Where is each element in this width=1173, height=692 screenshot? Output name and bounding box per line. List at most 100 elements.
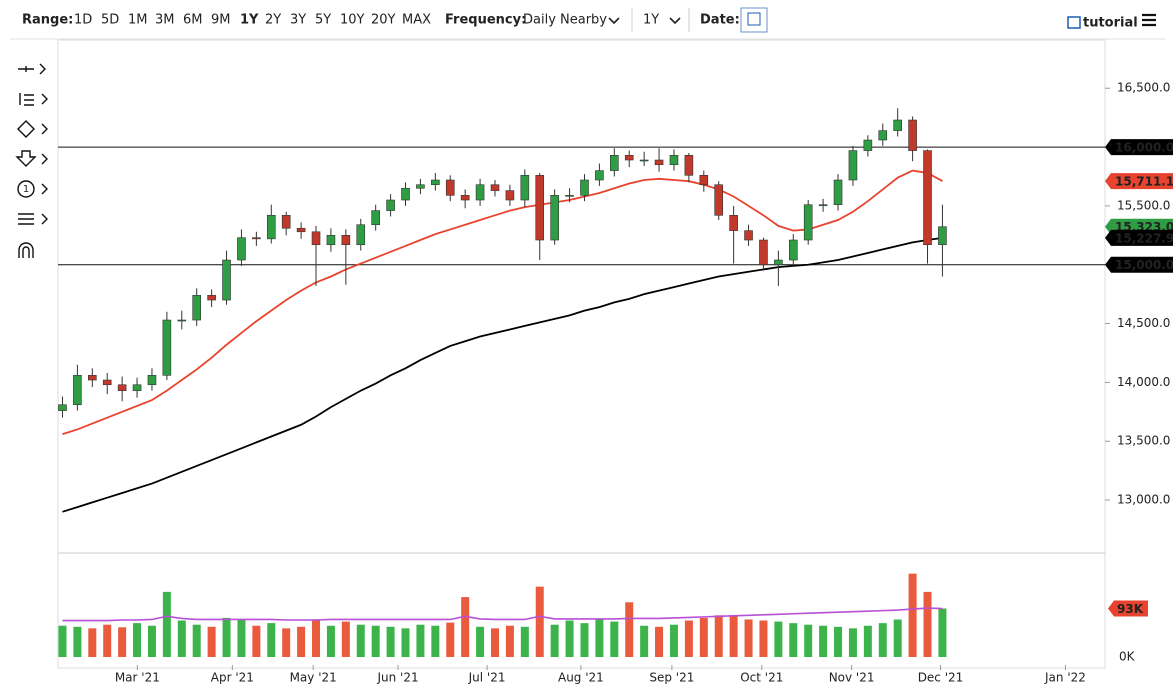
- x-tick-label: Dec '21: [918, 671, 964, 685]
- frequency-label: Frequency:: [445, 13, 526, 28]
- candle-body: [237, 237, 246, 261]
- volume-bar: [103, 624, 112, 657]
- volume-bar: [550, 624, 559, 657]
- candle-body: [535, 175, 545, 241]
- candle-body: [610, 155, 619, 171]
- volume-bar: [655, 626, 664, 657]
- volume-bar: [416, 624, 425, 657]
- volume-bar: [684, 620, 693, 657]
- candle-body: [774, 259, 783, 266]
- volume-average: [62, 607, 943, 622]
- chevron: [669, 17, 681, 25]
- range-button[interactable]: 3M: [155, 13, 175, 28]
- candle-body: [729, 215, 738, 231]
- volume-tick-label: 0K: [1119, 650, 1136, 664]
- range-label: Range:: [22, 13, 73, 28]
- range-button[interactable]: 1M: [128, 13, 148, 28]
- range-button[interactable]: 2Y: [265, 13, 281, 28]
- range-button[interactable]: 10Y: [340, 13, 365, 28]
- range-button[interactable]: 1D: [74, 13, 92, 28]
- volume-bar: [923, 591, 932, 657]
- volume-label-box: [1108, 600, 1148, 617]
- volume-bar: [714, 615, 723, 657]
- candle-body: [863, 139, 873, 151]
- y-tick-label: 14,000.0: [1117, 375, 1170, 389]
- candle-body: [788, 239, 798, 261]
- range-button[interactable]: 20Y: [371, 13, 396, 28]
- candle-body: [505, 190, 515, 201]
- tutorial-icon: [1067, 16, 1081, 29]
- moving-average: [62, 237, 943, 513]
- range-button[interactable]: MAX: [402, 13, 431, 28]
- candle-body: [296, 227, 306, 233]
- volume-bar: [446, 622, 455, 657]
- tool-shape[interactable]: [17, 120, 48, 138]
- x-tick-label: Sep '21: [649, 671, 694, 685]
- candle-body: [162, 319, 172, 376]
- candle-body: [431, 179, 440, 186]
- candle-body: [699, 175, 709, 186]
- range-button[interactable]: 9M: [211, 13, 231, 28]
- candle-body: [58, 404, 67, 411]
- candle-body: [878, 130, 888, 141]
- menu-button[interactable]: [1142, 13, 1156, 27]
- candle-body: [326, 235, 336, 246]
- candle-body: [893, 119, 902, 131]
- tool-magnet[interactable]: [18, 242, 34, 258]
- candle-body: [445, 179, 455, 196]
- tool-measure[interactable]: [18, 213, 48, 225]
- period-select[interactable]: 1Y: [643, 13, 659, 28]
- volume-bar: [476, 626, 485, 657]
- range-button[interactable]: 5Y: [315, 13, 331, 28]
- range-button[interactable]: 3Y: [290, 13, 306, 28]
- candle-body: [923, 150, 932, 246]
- candle-body: [550, 195, 559, 241]
- price-label: 16,000.0: [1115, 141, 1173, 155]
- tool-note[interactable]: [17, 180, 35, 198]
- price-label-box: [1105, 229, 1173, 246]
- volume-bar: [207, 626, 216, 657]
- volume-bar: [133, 623, 142, 657]
- volume-bar: [804, 624, 813, 657]
- volume-bar: [863, 625, 872, 657]
- volume-bar: [162, 591, 171, 657]
- tool-arrow[interactable]: [15, 150, 48, 167]
- candle-body: [639, 159, 649, 162]
- date-label: Date:: [700, 13, 740, 28]
- tool-fib[interactable]: [19, 93, 48, 106]
- range-button[interactable]: 1Y: [240, 13, 259, 28]
- candle-body: [848, 150, 858, 181]
- candle-body: [102, 379, 112, 386]
- frequency-select[interactable]: Daily Nearby: [523, 13, 607, 28]
- range-button[interactable]: 5D: [101, 13, 119, 28]
- range-button[interactable]: 6M: [183, 13, 203, 28]
- candle-body: [460, 195, 470, 201]
- volume-bar: [356, 624, 365, 657]
- x-tick-label: Apr '21: [211, 671, 254, 685]
- volume-bar: [759, 620, 768, 657]
- chevron: [608, 17, 620, 25]
- tutorial-link[interactable]: tutorial: [1083, 16, 1138, 31]
- candle-body: [117, 384, 127, 391]
- volume-bar: [371, 625, 380, 657]
- calendar-button[interactable]: [740, 7, 768, 33]
- volume-bar: [938, 608, 947, 657]
- volume-bar: [848, 628, 857, 657]
- price-label: 15,711.1: [1115, 175, 1173, 189]
- candle-body: [371, 210, 380, 226]
- volume-bar: [267, 623, 276, 657]
- volume-bar: [326, 625, 335, 657]
- plot-frame: [57, 39, 1106, 669]
- candle-body: [73, 375, 82, 406]
- volume-bar: [744, 619, 753, 657]
- volume-bar: [580, 623, 589, 657]
- candle-body: [803, 204, 813, 241]
- volume-bar: [297, 626, 306, 657]
- x-tick-label: Jan '22: [1044, 671, 1086, 685]
- volume-bar: [118, 627, 127, 657]
- candle-body: [624, 155, 634, 161]
- tool-line[interactable]: [18, 63, 46, 75]
- candle-body: [192, 295, 202, 321]
- volume-bar: [625, 602, 634, 657]
